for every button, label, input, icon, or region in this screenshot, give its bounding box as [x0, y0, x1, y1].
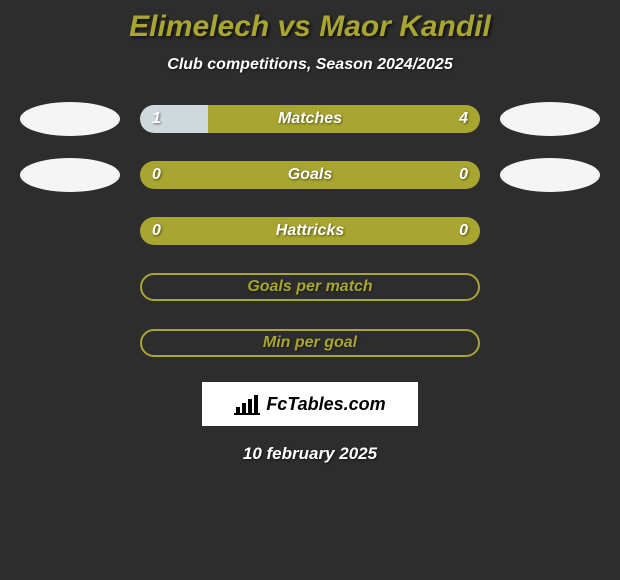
- stat-label: Hattricks: [276, 222, 344, 240]
- stat-label: Goals per match: [247, 278, 372, 296]
- stat-label: Min per goal: [263, 334, 357, 352]
- stat-row: Min per goal: [0, 326, 620, 360]
- stat-value-left: 0: [152, 166, 161, 184]
- spacer: [500, 326, 600, 360]
- barchart-icon: [234, 393, 260, 415]
- subtitle: Club competitions, Season 2024/2025: [0, 56, 620, 74]
- stat-row: 1 Matches 4: [0, 102, 620, 136]
- logo-text: FcTables.com: [266, 394, 385, 415]
- bar-fill-left: [140, 105, 208, 133]
- stat-value-right: 4: [459, 110, 468, 128]
- stat-value-right: 0: [459, 222, 468, 240]
- stat-value-left: 0: [152, 222, 161, 240]
- stat-row: 0 Hattricks 0: [0, 214, 620, 248]
- stat-bar: Min per goal: [140, 329, 480, 357]
- spacer: [500, 214, 600, 248]
- player-avatar-left: [20, 158, 120, 192]
- stat-bar: Goals per match: [140, 273, 480, 301]
- player-avatar-right: [500, 102, 600, 136]
- spacer: [20, 326, 120, 360]
- stat-row: 0 Goals 0: [0, 158, 620, 192]
- spacer: [20, 270, 120, 304]
- stat-value-right: 0: [459, 166, 468, 184]
- logo-box: FcTables.com: [202, 382, 418, 426]
- stat-row: Goals per match: [0, 270, 620, 304]
- stat-value-left: 1: [152, 110, 161, 128]
- stat-bar: 0 Hattricks 0: [140, 217, 480, 245]
- date-text: 10 february 2025: [0, 444, 620, 464]
- stat-rows: 1 Matches 4 0 Goals 0 0 Hattricks 0 Goals per mat…: [0, 102, 620, 360]
- stat-bar: 0 Goals 0: [140, 161, 480, 189]
- comparison-infographic: Elimelech vs Maor Kandil Club competitio…: [0, 0, 620, 464]
- player-avatar-left: [20, 102, 120, 136]
- spacer: [500, 270, 600, 304]
- stat-bar: 1 Matches 4: [140, 105, 480, 133]
- spacer: [20, 214, 120, 248]
- stat-label: Goals: [288, 166, 332, 184]
- player-avatar-right: [500, 158, 600, 192]
- stat-label: Matches: [278, 110, 342, 128]
- page-title: Elimelech vs Maor Kandil: [0, 10, 620, 44]
